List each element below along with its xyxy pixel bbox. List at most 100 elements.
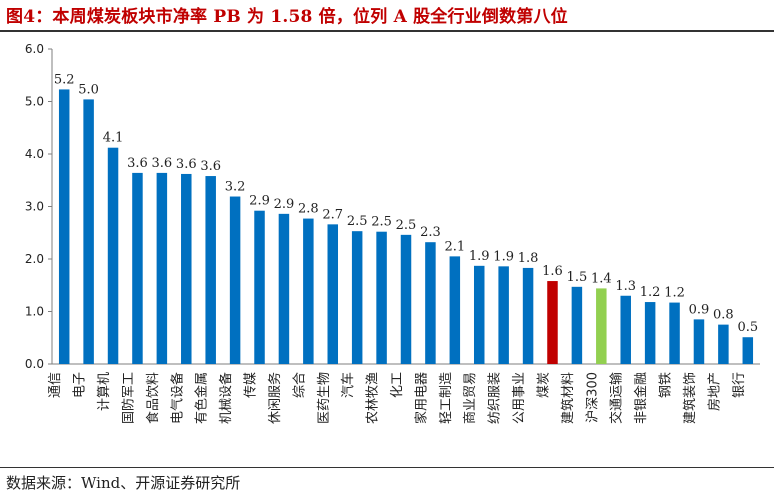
y-tick-label: 6.0 [25,42,44,56]
data-label: 1.8 [518,251,539,266]
category-label: 轻工制造 [439,372,454,424]
bar [229,196,241,364]
bar [400,234,412,364]
category-label: 电气设备 [169,372,185,424]
category-label: 计算机 [97,372,112,411]
bar [83,99,94,365]
data-label: 2.9 [249,194,270,209]
y-tick-label: 3.0 [25,200,44,214]
data-label: 0.5 [737,320,758,335]
bar [669,302,680,364]
bar [693,319,705,364]
bar [327,224,339,364]
bar [156,172,168,364]
chart-title: 图4：本周煤炭板块市净率 PB 为 1.58 倍，位列 A 股全行业倒数第八位 [6,7,568,27]
data-label: 2.5 [347,214,368,229]
bar [547,281,558,364]
category-label: 休闲服务 [267,372,283,424]
category-label: 纺织服装 [488,372,503,424]
category-label: 食品饮料 [145,372,161,424]
category-label: 国防军工 [120,372,136,424]
category-label: 化工 [390,372,405,398]
bars: 5.25.04.13.6 3.6 3.6 3.63.22.9 2.9 2.8 2.7 2.5 2… [54,72,758,365]
y-tick-label: 4.0 [25,147,44,161]
data-label: 2.8 [298,202,319,217]
bar [58,89,70,365]
category-label: 医药生物 [317,372,332,424]
category-label: 房地产 [706,372,722,411]
data-label: 1.9 [469,249,490,264]
data-label: 3.6 [200,159,221,174]
bar [425,242,436,364]
y-tick-label: 1.0 [25,305,44,319]
category-label: 汽车 [340,372,356,398]
bar [596,288,607,364]
category-label: 钢铁 [659,372,674,398]
data-label: 0.9 [689,302,710,317]
category-label: 非银金融 [633,372,649,424]
data-label: 1.9 [493,249,514,264]
y-axis: 0.0 1.0 2.0 3.0 4.0 5.0 6.0 [25,42,760,371]
data-label: 1.3 [615,279,636,294]
data-label: 2.3 [420,225,441,240]
data-label: 3.6 [152,156,173,171]
data-label: 2.7 [322,207,343,222]
data-label: 1.4 [591,271,612,286]
data-label: 3.6 [127,156,148,171]
bar [254,210,265,364]
bar [498,266,509,364]
bar [376,231,387,364]
bar [449,256,461,364]
bar [742,337,754,364]
data-label: 5.0 [78,82,99,97]
data-label: 2.1 [444,239,465,254]
category-label: 综合 [292,372,307,398]
category-label: 建筑材料 [560,372,576,424]
data-label: 1.2 [640,285,661,300]
category-label: 农林牧渔 [366,372,381,424]
footer-divider [0,467,774,468]
category-label: 交通运输 [609,372,625,424]
title-divider [0,30,774,32]
data-label: 3.2 [225,180,246,195]
bar [571,286,583,364]
data-label: 2.5 [396,218,417,233]
bar [278,213,290,364]
bar [351,231,363,364]
data-label: 1.5 [567,270,588,285]
category-label: 电子 [73,372,88,398]
bar [473,265,485,364]
data-label: 5.2 [54,72,75,87]
bar [620,295,631,364]
data-label: 2.5 [371,215,392,230]
x-axis-labels: 通信 电子 计算机 国防军工 食品饮料 电气设备 有色金属 机械设备 传媒 休闲服务 综合 医药生物汽… [48,372,747,424]
bar [644,302,656,364]
category-label: 机械设备 [218,372,234,424]
category-label: 沪深300 [584,372,600,423]
category-label: 公用事业 [512,372,527,424]
data-label: 1.6 [542,264,563,279]
y-tick-label: 2.0 [25,252,44,266]
data-label: 2.9 [274,197,295,212]
category-label: 有色金属 [194,372,210,424]
category-label: 建筑装饰 [682,372,698,424]
category-label: 家用电器 [413,372,429,424]
y-tick-label: 5.0 [25,95,44,109]
bar [522,267,534,364]
data-label: 0.8 [713,308,734,323]
bar [718,324,729,364]
bar [181,173,192,364]
data-label: 1.2 [664,286,685,301]
bar [205,176,216,364]
y-tick-label: 0.0 [25,357,44,371]
category-label: 煤炭 [536,372,551,398]
category-label: 传媒 [244,372,259,398]
category-label: 银行 [732,372,747,398]
category-label: 通信 [48,372,63,398]
data-label: 3.6 [176,157,197,172]
bar [132,172,143,364]
source-note: 数据来源：Wind、开源证券研究所 [6,474,241,492]
bar [107,147,119,364]
bar [303,218,314,364]
